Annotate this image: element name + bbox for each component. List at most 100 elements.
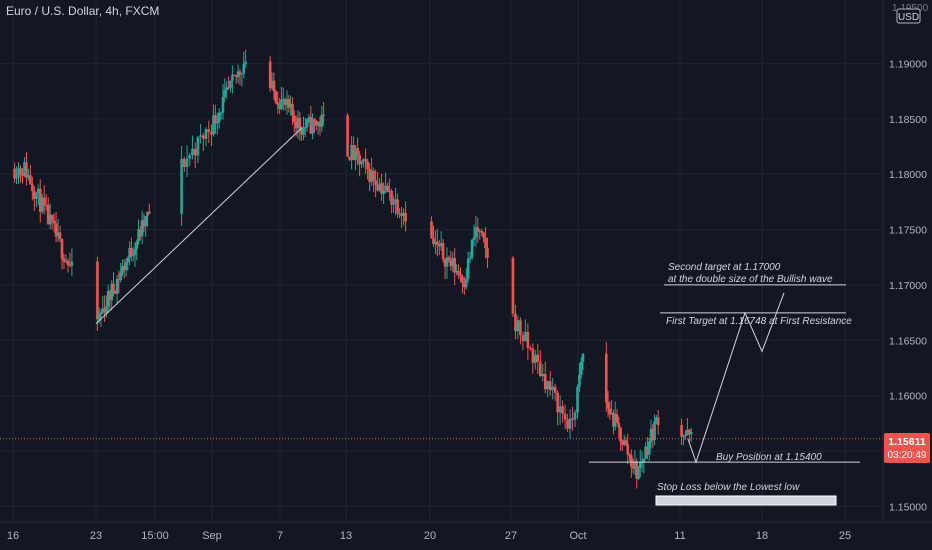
candle-body: [191, 148, 194, 156]
candle-body: [60, 239, 64, 259]
time-tick-label: Sep: [202, 530, 222, 542]
candle-body: [272, 80, 276, 92]
candle-body: [684, 435, 687, 437]
candle-body: [307, 117, 311, 120]
candle-body: [188, 155, 192, 159]
candle-body: [114, 290, 117, 294]
time-tick-label: 18: [756, 530, 768, 542]
candle-body: [227, 87, 230, 89]
candle-body: [316, 122, 320, 126]
candle-body: [101, 308, 105, 313]
bullish-wave-trendline[interactable]: [95, 127, 303, 325]
candle-body: [232, 74, 236, 76]
candle-body: [538, 361, 542, 377]
candle-body: [350, 144, 353, 160]
candle-body: [615, 414, 619, 423]
candle-body: [352, 144, 355, 161]
price-tick-label: 1.18500: [889, 114, 927, 126]
candle-body: [631, 466, 635, 469]
candle-body: [447, 257, 451, 261]
candle-body: [649, 428, 653, 442]
candle-body: [238, 71, 242, 75]
candle-body: [534, 354, 537, 363]
stop-loss-box[interactable]: [655, 495, 837, 506]
candle-body: [637, 468, 640, 479]
candle-body: [202, 135, 205, 139]
candle-body: [566, 419, 569, 429]
candle-body: [112, 283, 115, 291]
candle-body: [214, 115, 217, 124]
candle-body: [320, 114, 324, 127]
candle-body: [644, 446, 647, 459]
candle-body: [443, 259, 447, 267]
candle-body: [445, 257, 449, 267]
candle-body: [15, 177, 18, 179]
candle-body: [346, 115, 349, 157]
candle-body: [476, 227, 480, 232]
candle-body: [142, 220, 146, 227]
candle-body: [56, 232, 60, 237]
candle-body: [291, 103, 294, 116]
candle-body: [398, 213, 401, 215]
candle-body: [304, 127, 307, 129]
candle-body: [384, 185, 387, 191]
candle-body: [386, 185, 389, 193]
time-tick-label: 16: [7, 530, 19, 542]
candle-body: [31, 184, 34, 192]
candle-body: [147, 211, 151, 214]
candle-body: [121, 265, 124, 273]
second-target-text-line2: at the double size of the Bullish wave: [668, 274, 833, 285]
candle-body: [368, 168, 371, 182]
chart-grid: [0, 0, 883, 522]
candle-body: [280, 99, 283, 109]
candle-body: [119, 272, 122, 281]
price-tick-label: 1.19000: [889, 58, 927, 70]
candle-body: [17, 168, 20, 178]
candle-body: [180, 158, 183, 214]
candle-body: [268, 61, 272, 89]
candle-body: [558, 406, 562, 413]
candle-body: [624, 440, 628, 445]
candle-body: [105, 306, 108, 313]
candle-body: [242, 64, 246, 74]
candle-body: [221, 97, 225, 113]
stop-loss-text: Stop Loss below the Lowest low: [657, 482, 800, 493]
candle-body: [437, 244, 441, 247]
candle-body: [388, 190, 391, 193]
currency-button[interactable]: [896, 8, 921, 24]
candle-body: [322, 114, 325, 116]
candle-body: [50, 214, 54, 221]
time-tick-label: 20: [424, 530, 436, 542]
candle-body: [315, 120, 318, 126]
candle-body: [576, 386, 579, 413]
projected-path[interactable]: [687, 292, 785, 464]
time-tick-label: 7: [277, 530, 283, 542]
candle-body: [568, 418, 572, 429]
candle-body: [21, 172, 24, 176]
candle-body: [354, 148, 357, 161]
candle-body: [622, 440, 626, 445]
candle-body: [378, 183, 381, 191]
candle-body: [478, 230, 482, 232]
candle-body: [400, 213, 403, 216]
candle-body: [294, 122, 298, 129]
candle-body: [19, 168, 22, 173]
candle-body: [376, 184, 379, 191]
candle-body: [270, 80, 274, 89]
candle-body: [185, 158, 189, 167]
drawings-layer: [0, 127, 883, 506]
candle-body: [199, 135, 202, 137]
candle-body: [430, 221, 433, 238]
candle-body: [146, 211, 149, 217]
candle-body: [144, 216, 148, 227]
candle-body: [54, 223, 58, 237]
candle-body: [573, 412, 577, 420]
candle-body: [207, 129, 211, 132]
candle-body: [285, 98, 289, 105]
price-tick-label: 1.18000: [889, 169, 927, 181]
candle-body: [122, 265, 126, 271]
candle-body: [70, 261, 74, 266]
candle-body: [33, 191, 36, 199]
candle-body: [642, 458, 646, 462]
